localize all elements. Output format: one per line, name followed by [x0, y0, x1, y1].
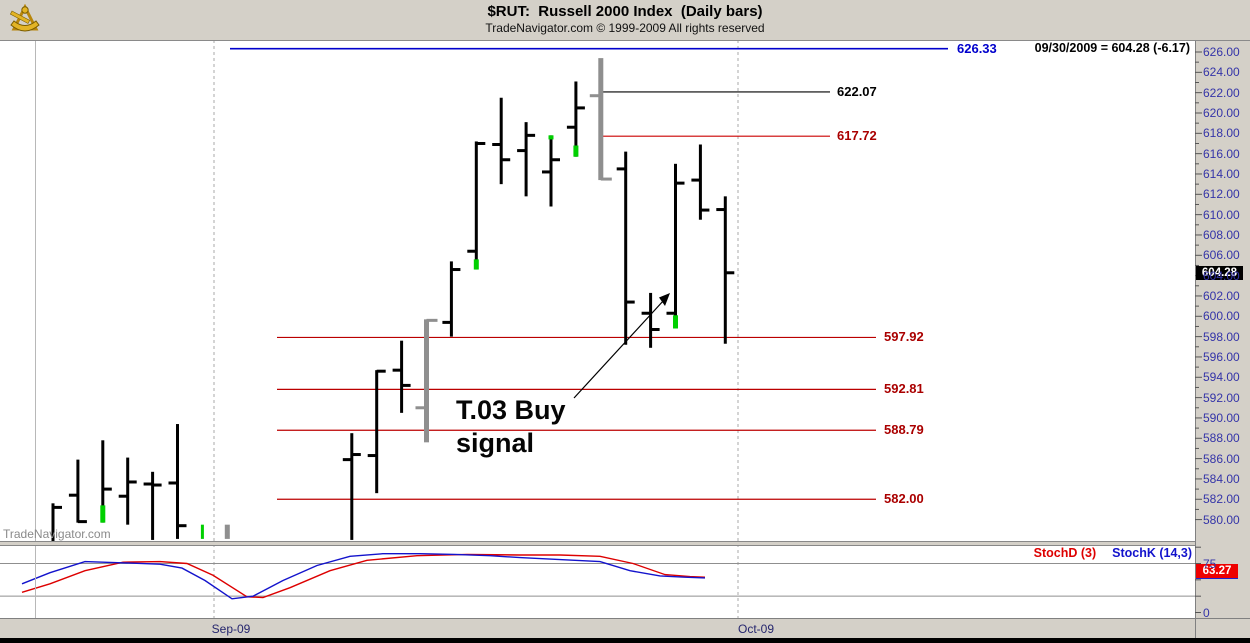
quote-readout: 09/30/2009 = 604.28 (-6.17): [1034, 41, 1190, 55]
level-label-597.92: 597.92: [884, 329, 924, 345]
price-axis-label: 602.00: [1203, 288, 1240, 303]
price-axis-label: 618.00: [1203, 126, 1240, 141]
price-axis-label: 616.00: [1203, 146, 1240, 161]
level-label-582.00: 582.00: [884, 491, 924, 507]
level-label-622.07: 622.07: [837, 83, 877, 99]
price-axis-label: 592.00: [1203, 390, 1240, 405]
watermark: TradeNavigator.com: [3, 527, 111, 541]
stoch-axis-label: 75: [1203, 556, 1217, 571]
annotation-line-2: signal: [456, 428, 535, 458]
price-axis-label: 620.00: [1203, 105, 1240, 120]
price-axis-label: 600.00: [1203, 309, 1240, 324]
stoch-d-legend-label: StochD (3): [1033, 546, 1097, 560]
price-axis-label: 612.00: [1203, 187, 1240, 202]
price-axis-label: 584.00: [1203, 471, 1240, 486]
price-axis-label: 580.00: [1203, 512, 1240, 527]
price-axis-label: 596.00: [1203, 349, 1240, 364]
price-axis-label: 590.00: [1203, 410, 1240, 425]
price-axis-label: 614.00: [1203, 166, 1240, 181]
price-axis-label: 608.00: [1203, 227, 1240, 242]
price-axis-label: 604.00: [1203, 268, 1240, 283]
time-axis-label: Oct-09: [737, 622, 774, 636]
stoch-value-box: 63.27: [1196, 564, 1238, 580]
price-axis-label: 626.00: [1203, 45, 1240, 59]
buy-signal-annotation: T.03 Buy signal: [456, 394, 566, 460]
chart-plot-area[interactable]: [0, 40, 1195, 618]
chart-subtitle: TradeNavigator.com © 1999-2009 All right…: [485, 21, 765, 35]
bottom-strip: [0, 638, 1250, 643]
level-label-626.33: 626.33: [957, 40, 997, 56]
last-price-box: 604.28: [1196, 265, 1243, 280]
price-axis-label: 594.00: [1203, 370, 1240, 385]
stoch-axis-label: 0: [1203, 605, 1210, 620]
annotation-line-1: T.03 Buy: [456, 395, 566, 425]
price-axis-label: 588.00: [1203, 431, 1240, 446]
price-axis-label: 582.00: [1203, 492, 1240, 507]
chart-title: $RUT: Russell 2000 Index (Daily bars): [487, 3, 763, 20]
stoch-legend: StochD (3) StochK (14,3): [1034, 546, 1192, 560]
price-axis-label: 598.00: [1203, 329, 1240, 344]
sextant-logo-icon: [7, 3, 43, 36]
time-axis[interactable]: [0, 618, 1250, 638]
chart-title-bar: $RUT: Russell 2000 Index (Daily bars) Tr…: [0, 0, 1250, 41]
price-axis-label: 610.00: [1203, 207, 1240, 222]
time-axis-label: Sep-09: [211, 622, 251, 636]
level-label-617.72: 617.72: [837, 128, 877, 144]
stoch-k-legend-label: StochK (14,3): [1112, 546, 1192, 560]
price-axis-label: 622.00: [1203, 85, 1240, 100]
price-axis-label: 586.00: [1203, 451, 1240, 466]
price-axis-label: 624.00: [1203, 65, 1240, 80]
price-axis[interactable]: [1195, 40, 1250, 638]
level-label-592.81: 592.81: [884, 381, 924, 397]
price-axis-label: 606.00: [1203, 248, 1240, 263]
level-label-588.79: 588.79: [884, 422, 924, 438]
